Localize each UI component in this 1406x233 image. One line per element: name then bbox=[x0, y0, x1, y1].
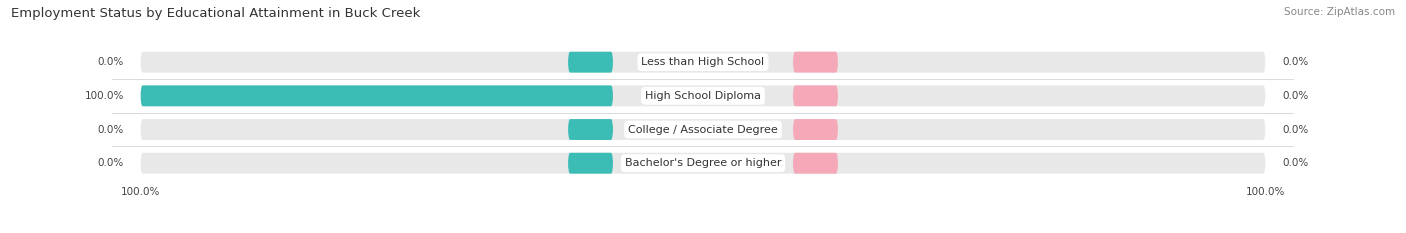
Text: 0.0%: 0.0% bbox=[1282, 124, 1309, 134]
FancyBboxPatch shape bbox=[141, 153, 1265, 174]
Text: 0.0%: 0.0% bbox=[97, 124, 124, 134]
FancyBboxPatch shape bbox=[141, 52, 1265, 73]
FancyBboxPatch shape bbox=[141, 119, 1265, 140]
FancyBboxPatch shape bbox=[141, 86, 1265, 106]
Text: College / Associate Degree: College / Associate Degree bbox=[628, 124, 778, 134]
Text: 0.0%: 0.0% bbox=[1282, 158, 1309, 168]
Text: 0.0%: 0.0% bbox=[1282, 91, 1309, 101]
Text: High School Diploma: High School Diploma bbox=[645, 91, 761, 101]
FancyBboxPatch shape bbox=[568, 52, 613, 73]
FancyBboxPatch shape bbox=[141, 86, 613, 106]
Text: Source: ZipAtlas.com: Source: ZipAtlas.com bbox=[1284, 7, 1395, 17]
Text: Less than High School: Less than High School bbox=[641, 57, 765, 67]
Text: 0.0%: 0.0% bbox=[97, 158, 124, 168]
FancyBboxPatch shape bbox=[568, 153, 613, 174]
FancyBboxPatch shape bbox=[793, 86, 838, 106]
Text: 100.0%: 100.0% bbox=[84, 91, 124, 101]
Text: 0.0%: 0.0% bbox=[1282, 57, 1309, 67]
Text: 0.0%: 0.0% bbox=[97, 57, 124, 67]
FancyBboxPatch shape bbox=[793, 119, 838, 140]
Text: Bachelor's Degree or higher: Bachelor's Degree or higher bbox=[624, 158, 782, 168]
FancyBboxPatch shape bbox=[568, 119, 613, 140]
Text: Employment Status by Educational Attainment in Buck Creek: Employment Status by Educational Attainm… bbox=[11, 7, 420, 20]
FancyBboxPatch shape bbox=[793, 52, 838, 73]
FancyBboxPatch shape bbox=[793, 153, 838, 174]
